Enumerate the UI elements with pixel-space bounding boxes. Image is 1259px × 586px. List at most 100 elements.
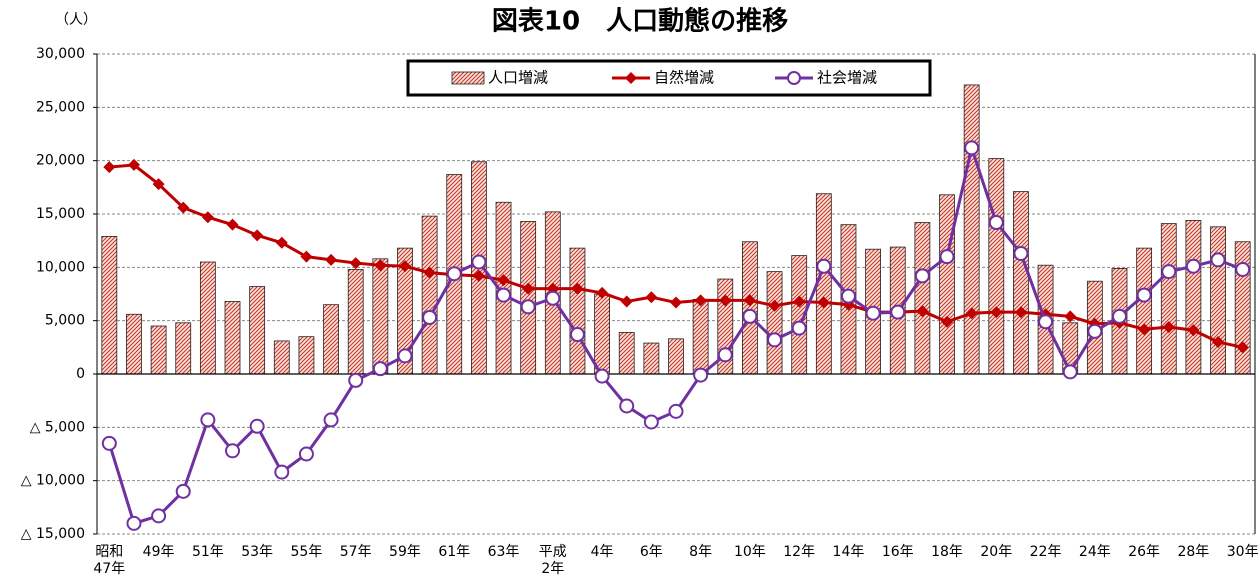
x-tick-label: 20年: [980, 544, 1013, 560]
y-tick-label: 10,000: [36, 259, 85, 275]
bar: [372, 258, 389, 375]
point: [1162, 321, 1175, 334]
x-tick-label: 6年: [639, 544, 663, 560]
point: [916, 305, 929, 318]
point: [1210, 252, 1226, 268]
point: [768, 299, 781, 312]
bar: [939, 194, 955, 375]
bar: [347, 269, 364, 375]
y-tick-label: 30,000: [36, 46, 85, 62]
legend-marker: [787, 71, 801, 85]
x-tick-label: 4年: [590, 544, 614, 560]
point: [717, 347, 733, 363]
point: [743, 294, 756, 307]
x-tick-label: 28年: [1177, 544, 1210, 560]
point: [200, 412, 216, 428]
point: [249, 418, 265, 434]
point: [251, 229, 264, 242]
bar: [224, 301, 241, 375]
point: [423, 266, 436, 279]
legend-label: 自然増減: [654, 69, 714, 87]
x-tick-label: 57年: [339, 544, 372, 560]
bar: [815, 193, 832, 375]
point: [126, 515, 142, 531]
bar: [766, 271, 783, 375]
point: [298, 446, 314, 462]
y-tick-label: 15,000: [36, 206, 85, 222]
bar: [150, 325, 167, 375]
point: [1062, 364, 1078, 380]
point: [101, 435, 117, 451]
x-tick-label: 63年: [487, 544, 520, 560]
point: [693, 367, 709, 383]
point: [1136, 287, 1152, 303]
y-tick-label: 5,000: [45, 313, 85, 329]
point: [325, 253, 338, 266]
bar: [963, 84, 980, 375]
point: [300, 250, 313, 263]
point: [719, 294, 732, 307]
legend: 人口増減 自然増減 社会増減: [406, 59, 932, 97]
x-tick-label: 61年: [438, 544, 471, 560]
point: [496, 287, 512, 303]
point: [988, 215, 1004, 231]
point: [816, 258, 832, 274]
point: [990, 306, 1003, 319]
bar: [1013, 191, 1029, 375]
point: [914, 268, 930, 284]
chart-title: 図表10 人口動態の推移: [492, 6, 788, 37]
bar: [421, 215, 438, 375]
point: [594, 368, 610, 384]
x-tick-label: 53年: [241, 544, 274, 560]
x-tick-label: 12年: [783, 544, 816, 560]
point: [397, 348, 413, 364]
point: [348, 372, 364, 388]
bar: [569, 247, 586, 375]
bar: [520, 221, 537, 375]
legend-label: 人口増減: [488, 69, 548, 87]
point: [1014, 306, 1027, 319]
x-tick-label: 14年: [832, 544, 865, 560]
point: [1236, 341, 1249, 354]
point: [890, 304, 906, 320]
point: [152, 178, 165, 191]
y-tick-label: △ 5,000: [30, 419, 85, 435]
point: [643, 414, 659, 430]
point: [471, 254, 487, 270]
point: [742, 308, 758, 324]
bar: [249, 286, 266, 375]
point: [1064, 310, 1077, 323]
line: [109, 163, 1243, 349]
x-tick-label: 22年: [1029, 544, 1062, 560]
point: [175, 483, 191, 499]
point: [225, 443, 241, 459]
point: [941, 315, 954, 328]
x-tick-label: 26年: [1128, 544, 1161, 560]
bar: [1136, 247, 1153, 375]
y-tick-label: △ 10,000: [21, 473, 85, 489]
point: [151, 508, 167, 524]
point: [965, 307, 978, 320]
bar: [101, 235, 118, 375]
y-tick-label: 25,000: [36, 99, 85, 115]
bar: [1234, 241, 1251, 375]
point: [817, 296, 830, 309]
x-tick-label: 51年: [191, 544, 224, 560]
point: [1212, 336, 1225, 348]
x-tick-label: 24年: [1078, 544, 1111, 560]
bar: [594, 293, 610, 375]
point: [1013, 245, 1029, 261]
point: [596, 286, 609, 299]
point: [522, 282, 535, 295]
point: [472, 269, 485, 282]
legend-box: [406, 59, 932, 97]
point: [767, 332, 783, 348]
point: [1087, 323, 1103, 339]
point: [201, 211, 214, 224]
x-tick-label: 平成 2年: [538, 544, 567, 577]
point: [619, 398, 635, 414]
x-tick-label: 49年: [142, 544, 175, 560]
point: [226, 218, 239, 231]
point: [1185, 258, 1201, 274]
bar: [1185, 219, 1202, 375]
